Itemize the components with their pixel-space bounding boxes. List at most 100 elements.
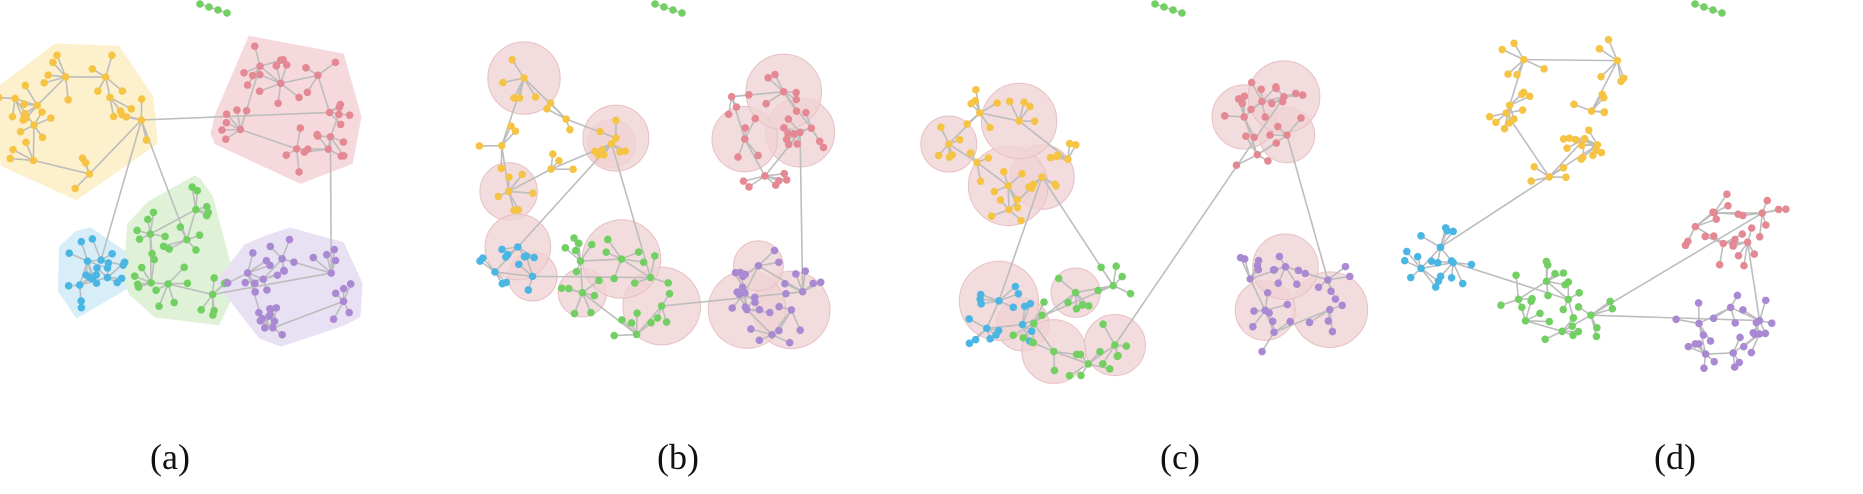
graph-node [1447,257,1456,265]
graph-node [22,114,31,122]
graph-edge [240,128,298,150]
graph-node [197,306,205,314]
cluster-hull [210,35,362,184]
graph-node [576,257,585,265]
graph-node [549,150,557,158]
graph-node [1575,289,1583,297]
graph-node [765,308,774,317]
graph-node [30,121,38,129]
graph-edge [799,132,804,292]
graph-node [345,308,354,317]
graph-node [263,286,271,294]
graph-node [1718,9,1726,17]
graph-node [61,73,70,81]
graph-node [335,110,343,119]
graph-node [223,279,232,287]
graph-edge [280,82,300,99]
graph-node [570,234,578,242]
graph-node [1739,342,1748,351]
graph-node [1094,286,1102,295]
graph-node [1270,328,1278,337]
graph-node [1258,97,1266,106]
graph-node [739,177,748,185]
graph-node [505,173,513,181]
caption-d: (d) [1654,437,1696,477]
graph-node [88,235,97,243]
graph-node [21,81,30,90]
graph-node [336,120,345,129]
graph-node [339,138,348,146]
graph-node [278,255,286,263]
graph-node [218,126,226,134]
graph-node [621,147,630,155]
graph-edge [64,76,69,100]
graph-node [1739,306,1747,314]
graph-node [1305,318,1314,327]
graph-node [1514,295,1523,304]
graph-edge [1452,262,1464,284]
graph-node [1510,39,1518,48]
graph-node [1691,222,1700,231]
graph-edge [312,256,332,274]
graph-edge [1590,60,1619,112]
graph-node [53,51,61,60]
graph-edge [744,118,756,140]
graph-node [261,324,269,332]
graph-node [1701,350,1710,358]
graph-edge [508,190,533,194]
graph-node [77,297,85,305]
graph-node [494,192,503,201]
graph-node [780,169,789,178]
graph-node [202,211,211,220]
graph-node [331,58,340,67]
graph-node [1695,340,1703,348]
graph-node [16,127,25,136]
graph-node [784,129,792,138]
graph-node [118,87,127,95]
graph-node [1518,303,1526,312]
graph-edge [1515,275,1520,300]
graph-node [603,235,612,244]
graph-node [1064,298,1072,307]
graph-node [1600,108,1609,116]
graph-node [1118,272,1126,281]
graph-node [150,255,159,264]
graph-node [724,110,733,119]
graph-node [276,79,285,88]
graph-edge [1420,267,1437,288]
graph-node [514,260,523,269]
graph-node [1574,303,1583,311]
graph-node [1283,300,1292,309]
graph-node [1038,311,1046,320]
graph-edge [730,96,746,140]
graph-node [669,6,677,14]
graph-node [1301,269,1310,278]
graph-node [329,315,338,323]
graph-edge [610,143,652,278]
graph-node [1504,70,1512,78]
graph-node [203,202,211,211]
graph-node [999,167,1008,176]
graph-node [1709,6,1717,14]
graph-node [1294,266,1303,275]
graph-node [1065,371,1074,380]
graph-node [971,335,980,344]
graph-edge [1561,314,1592,333]
graph-node [103,264,112,272]
graph-node [1097,263,1105,272]
graph-node [266,305,274,313]
graph-node [1027,327,1036,336]
graph-node [1111,341,1119,349]
graph-node [192,205,200,214]
graph-node [1065,139,1074,148]
graph-node [345,111,354,119]
graph-node [282,151,291,159]
graph-node [1701,232,1710,241]
graph-node [596,127,604,136]
graph-node [1500,124,1509,133]
graph-node [1011,282,1020,291]
graph-node [610,274,618,283]
graph-node [1597,148,1606,157]
graph-node [242,106,251,115]
graph-node [565,284,573,293]
